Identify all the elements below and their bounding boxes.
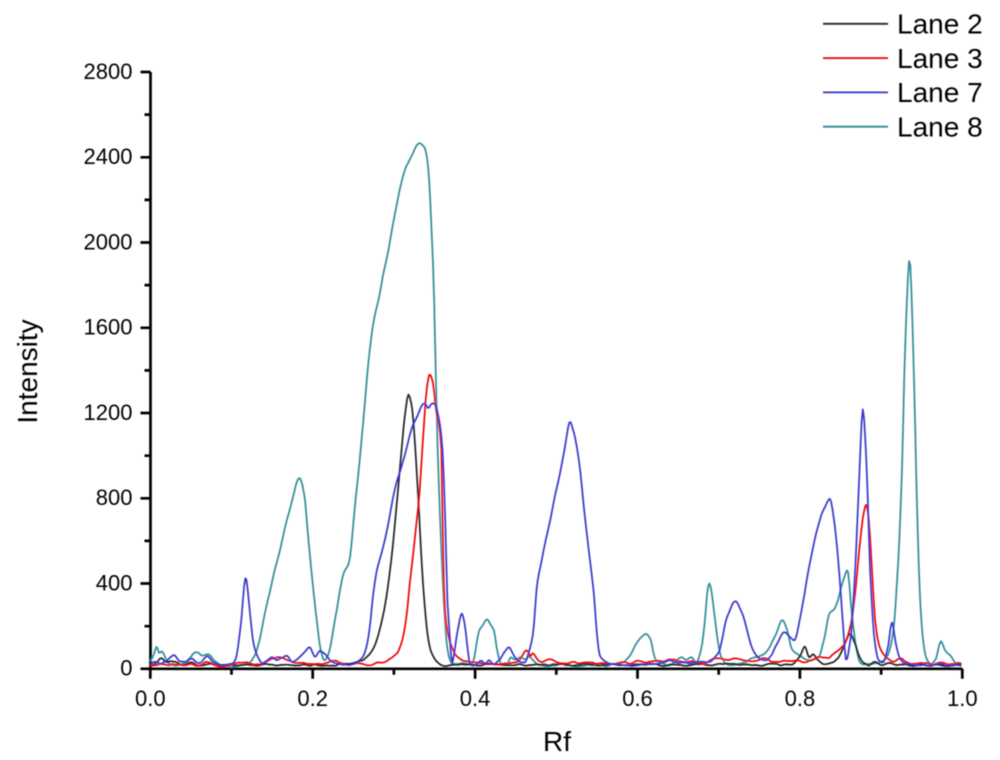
svg-text:Lane 3: Lane 3	[897, 43, 983, 74]
svg-text:400: 400	[96, 570, 133, 595]
svg-text:2000: 2000	[84, 229, 133, 254]
svg-text:1200: 1200	[84, 400, 133, 425]
svg-text:Intensity: Intensity	[12, 319, 43, 423]
svg-text:0.2: 0.2	[297, 686, 328, 711]
svg-text:Lane 2: Lane 2	[897, 9, 983, 40]
svg-text:2800: 2800	[84, 59, 133, 84]
svg-text:Rf: Rf	[543, 726, 571, 757]
svg-text:0.6: 0.6	[622, 686, 653, 711]
svg-text:0.4: 0.4	[460, 686, 491, 711]
svg-text:1.0: 1.0	[947, 686, 978, 711]
svg-text:Lane 8: Lane 8	[897, 112, 983, 143]
svg-text:800: 800	[96, 485, 133, 510]
svg-text:1600: 1600	[84, 315, 133, 340]
svg-text:0.8: 0.8	[785, 686, 816, 711]
svg-text:Lane 7: Lane 7	[897, 77, 983, 108]
svg-text:0: 0	[120, 656, 132, 681]
svg-text:0.0: 0.0	[135, 686, 166, 711]
svg-text:2400: 2400	[84, 144, 133, 169]
